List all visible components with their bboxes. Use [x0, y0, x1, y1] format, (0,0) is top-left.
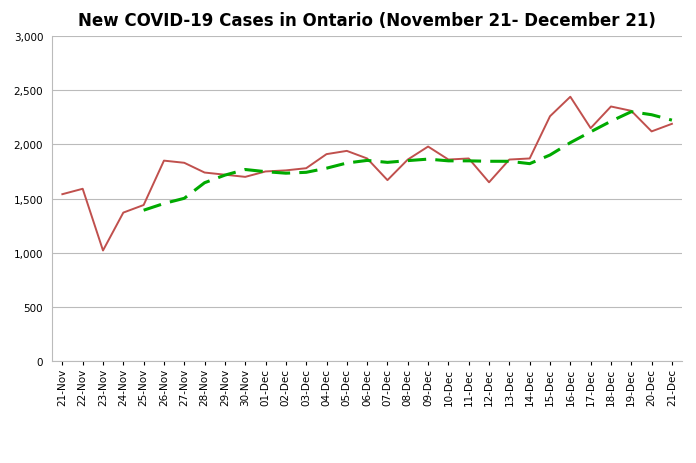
- Title: New COVID-19 Cases in Ontario (November 21- December 21): New COVID-19 Cases in Ontario (November …: [78, 12, 656, 30]
